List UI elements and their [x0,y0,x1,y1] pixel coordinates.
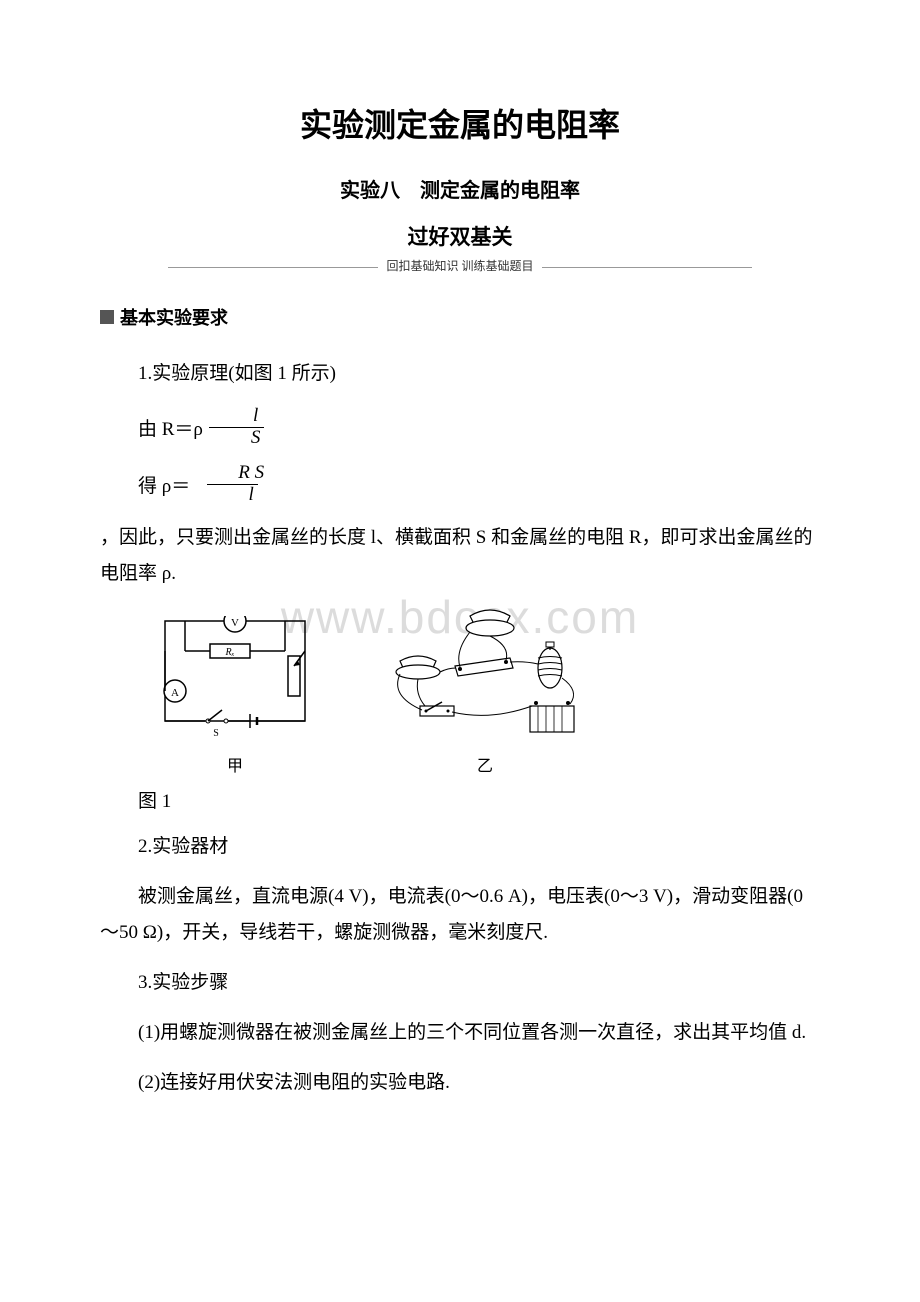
fraction-denominator: S [209,427,265,449]
page-title: 实验测定金属的电阻率 [100,100,820,146]
svg-text:Rₓ: Rₓ [225,647,235,658]
formula-rho-equals: 得 ρ＝ R S l [100,463,820,506]
section-header: 过好双基关 [408,221,513,251]
fraction-l-over-s: l S [209,406,265,449]
bullet-square-icon [100,310,114,324]
requirements-label: 基本实验要求 [120,304,228,330]
paragraph-conclusion: ，因此，只要测出金属丝的长度 l、横截面积 S 和金属丝的电阻 R，即可求出金属… [100,520,820,592]
fraction-numerator: R S [196,463,268,484]
circuit-diagram-block: V Rₓ A S [160,616,310,776]
paragraph-step-1: (1)用螺旋测微器在被测金属丝上的三个不同位置各测一次直径，求出其平均值 d. [100,1015,820,1051]
apparatus-diagram-icon [370,606,600,746]
circuit-diagram-icon: V Rₓ A S [160,616,310,746]
fraction-denominator: l [207,484,258,506]
fraction-numerator: l [211,406,262,427]
paragraph-principle: 1.实验原理(如图 1 所示) [100,356,820,392]
section-header-wrap: 过好双基关 [100,221,820,251]
figure-caption: 图 1 [100,786,820,813]
requirements-heading: 基本实验要求 [100,304,820,330]
fraction-rs-over-l: R S l [196,463,268,506]
diagram-label-left: 甲 [227,752,243,776]
formula-prefix-2: 得 ρ＝ [100,471,190,498]
svg-text:A: A [171,687,179,699]
formula-r-equals: 由 R＝ρ l S [100,406,820,449]
formula-prefix-1: 由 R＝ρ [100,414,203,441]
section-subheader: 回扣基础知识 训练基础题目 [100,257,820,274]
paragraph-step-2: (2)连接好用伏安法测电阻的实验电路. [100,1065,820,1101]
paragraph-equipment-heading: 2.实验器材 [100,829,820,865]
paragraph-equipment-list: 被测金属丝，直流电源(4 V)，电流表(0～0.6 A)，电压表(0～3 V)，… [100,879,820,951]
apparatus-diagram-block: 乙 [370,606,600,776]
page-subtitle: 实验八 测定金属的电阻率 [100,174,820,203]
figure-row: V Rₓ A S [160,606,820,776]
paragraph-steps-heading: 3.实验步骤 [100,965,820,1001]
diagram-label-right: 乙 [477,752,493,776]
svg-text:V: V [231,617,239,629]
svg-text:S: S [213,728,219,739]
document-content: 实验测定金属的电阻率 实验八 测定金属的电阻率 过好双基关 回扣基础知识 训练基… [100,100,820,1101]
